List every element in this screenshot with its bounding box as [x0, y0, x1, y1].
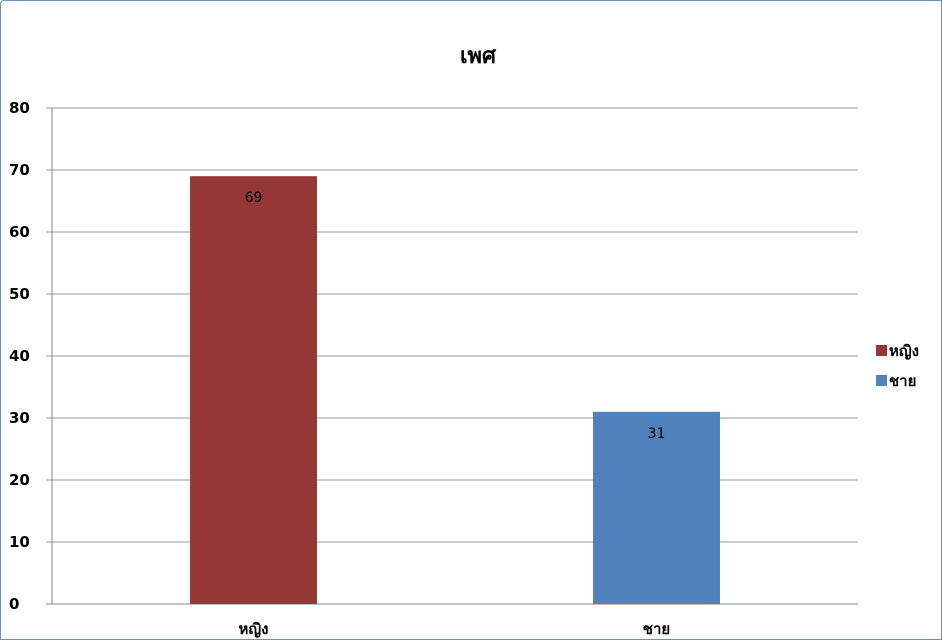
y-tick-label: 10	[9, 533, 30, 551]
y-tick-label: 0	[9, 595, 19, 613]
y-tick-label: 30	[9, 409, 30, 427]
legend-label: ชาย	[889, 372, 916, 390]
chart-title: เพศ	[460, 44, 497, 69]
legend-label: หญิง	[889, 342, 919, 360]
y-axis-ticks: 0 10 20 30 40 50 60 70 80	[9, 99, 30, 613]
y-tick-label: 20	[9, 471, 30, 489]
bar	[190, 176, 317, 604]
bar	[593, 411, 720, 604]
y-tick-label: 70	[9, 161, 30, 179]
x-axis-ticks: หญิง ชาย	[239, 620, 671, 638]
y-tick-label: 40	[9, 347, 30, 365]
bars: 69 31	[190, 176, 720, 604]
y-tick-label: 60	[9, 223, 30, 241]
data-label: 31	[648, 426, 666, 442]
legend-swatch	[876, 345, 887, 356]
x-tick-label: หญิง	[239, 620, 269, 638]
gridlines	[46, 107, 858, 605]
data-label: 69	[245, 190, 263, 206]
y-tick-label: 50	[9, 285, 30, 303]
legend-swatch	[876, 375, 887, 386]
y-tick-label: 80	[9, 99, 30, 117]
x-tick-label: ชาย	[643, 620, 670, 638]
